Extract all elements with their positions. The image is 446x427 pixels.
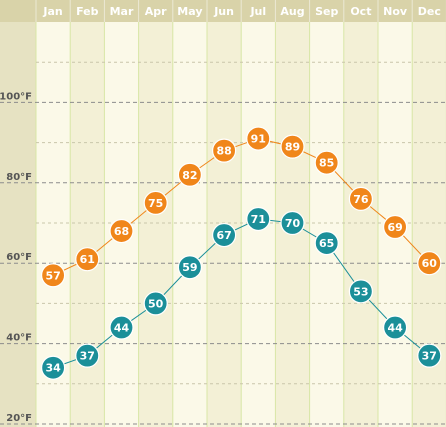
data-point-marker [348,186,373,211]
data-point-marker [143,291,168,316]
data-point-marker [280,210,305,236]
data-label: 50 [148,297,164,310]
x-tick-label: May [177,5,202,18]
data-point: 67 [212,222,237,248]
month-band [309,22,344,427]
data-point: 65 [314,231,339,256]
data-point: 89 [280,134,305,159]
data-label: 67 [216,229,231,242]
data-point-marker [40,355,66,380]
data-point: 75 [143,190,168,215]
data-point: 85 [314,150,339,175]
x-tick-label: Jul [249,5,266,18]
data-label: 44 [114,322,130,335]
data-point-marker [383,214,408,240]
data-point: 91 [246,126,271,151]
data-point-marker [212,222,237,248]
y-axis-gutter [0,0,36,427]
data-label: 76 [353,193,369,206]
data-point-marker [314,150,339,175]
data-label: 53 [353,285,368,298]
x-tick-label: Jan [42,5,62,18]
data-label: 88 [216,145,231,158]
y-tick-label: 40°F [6,333,32,344]
data-point-marker [177,162,202,187]
data-point: 71 [246,206,271,232]
data-label: 91 [251,133,266,146]
data-label: 60 [422,257,438,270]
data-label: 57 [45,269,60,282]
data-label: 37 [422,350,437,363]
data-point: 37 [75,343,100,368]
data-point: 76 [348,186,373,211]
data-point-marker [348,279,373,304]
x-tick-label: Jun [213,5,234,18]
data-point-marker [177,255,202,280]
data-label: 44 [387,322,403,335]
data-label: 68 [114,225,129,238]
data-point-marker [417,343,442,368]
y-tick-label: 20°F [6,413,32,424]
x-tick-label: Sep [315,5,338,18]
data-point-marker [75,343,100,368]
data-point: 69 [383,214,408,240]
data-point: 61 [75,247,100,272]
data-point: 57 [40,263,66,288]
data-point: 53 [348,279,373,304]
month-band [172,22,207,427]
data-point-marker [417,251,442,276]
data-point: 50 [143,291,168,316]
data-point: 70 [280,210,305,236]
month-band [138,22,173,427]
data-point: 37 [417,343,442,368]
data-point-marker [246,206,271,232]
x-tick-label: Feb [76,5,99,18]
y-tick-label: 60°F [6,252,32,263]
data-point: 44 [109,315,134,340]
data-label: 75 [148,197,163,210]
header-bar [0,0,446,22]
data-point: 34 [40,355,66,380]
data-point-marker [109,218,134,244]
month-band [343,22,378,427]
data-point: 60 [417,251,442,276]
data-point-marker [75,247,100,272]
x-tick-label: Nov [383,5,408,18]
data-label: 59 [182,261,197,274]
data-point: 44 [383,315,408,340]
data-point-marker [109,315,134,340]
data-point-marker [280,134,305,159]
y-tick-label: 80°F [6,172,32,183]
x-tick-label: Dec [418,5,441,18]
x-tick-label: Oct [350,5,371,18]
data-point: 68 [109,218,134,244]
data-label: 89 [285,141,300,154]
data-label: 65 [319,237,334,250]
data-label: 37 [80,350,95,363]
data-point-marker [314,231,339,256]
data-point-marker [143,190,168,215]
data-label: 69 [387,221,402,234]
x-tick-label: Mar [110,5,134,18]
data-label: 61 [80,253,95,266]
data-label: 85 [319,157,334,170]
data-point: 82 [177,162,202,187]
data-label: 70 [285,217,301,230]
x-tick-label: Apr [145,5,167,18]
data-label: 71 [251,213,266,226]
data-label: 82 [182,169,197,182]
data-point-marker [383,315,408,340]
data-point: 88 [212,138,237,163]
data-point-marker [246,126,271,151]
data-label: 34 [45,362,61,375]
data-point-marker [40,263,66,288]
data-point: 59 [177,255,202,280]
y-tick-label: 100°F [0,91,32,102]
x-tick-label: Aug [280,5,304,18]
data-point-marker [212,138,237,163]
